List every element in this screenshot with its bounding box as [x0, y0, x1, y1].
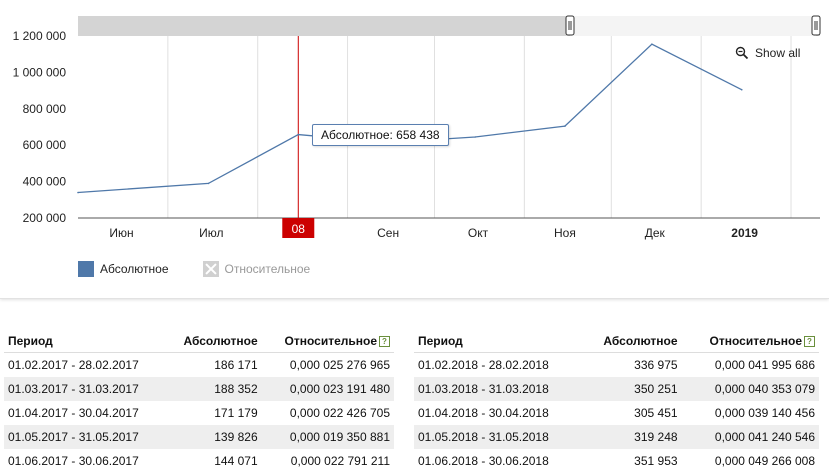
data-point [297, 133, 300, 136]
x-tick-label: Дек [645, 226, 666, 240]
cell-period: 01.04.2017 - 30.04.2017 [8, 406, 139, 420]
cell-period: 01.06.2017 - 30.06.2017 [8, 454, 139, 468]
legend-item-absolute[interactable]: Абсолютное [78, 261, 169, 277]
table-header-row: Период Абсолютное Относительное? [4, 330, 394, 353]
data-point [564, 125, 566, 127]
header-relative[interactable]: Относительное? [261, 330, 394, 353]
table-row: 01.05.2018 - 31.05.2018 319 248 0,000 041 … [414, 425, 819, 449]
table-row: 01.05.2017 - 31.05.2017 139 826 0,000 019 … [4, 425, 394, 449]
zoom-out-icon [735, 46, 749, 60]
data-point [474, 136, 476, 138]
cell-period: 01.04.2018 - 30.04.2018 [418, 406, 549, 420]
header-absolute-label: Абсолютное [183, 334, 258, 348]
legend-swatch-absolute [78, 261, 94, 277]
legend-label-relative: Относительное [224, 262, 311, 276]
cell-absolute: 139 826 [165, 425, 262, 449]
cell-period: 01.03.2017 - 31.03.2017 [4, 377, 166, 401]
cell-absolute: 188 352 [165, 377, 262, 401]
y-tick-label: 200 000 [23, 211, 67, 225]
cell-period: 01.02.2017 - 28.02.2017 [8, 358, 139, 372]
data-point [77, 191, 79, 194]
cell-absolute: 171 179 [214, 406, 258, 420]
table-row: 01.03.2018 - 31.03.2018 350 251 0,000 040 … [414, 377, 819, 401]
cell-absolute: 351 953 [634, 454, 678, 468]
table-row: 01.02.2017 - 28.02.2017 186 171 0,000 025 … [4, 353, 394, 378]
cell-period: 01.06.2018 - 30.06.2018 [418, 454, 549, 468]
cell-relative: 0,000 040 353 079 [681, 377, 819, 401]
cell-period: 01.05.2017 - 31.05.2017 [4, 425, 166, 449]
y-tick-label: 1 200 000 [13, 29, 67, 43]
header-absolute-label: Абсолютное [603, 334, 678, 348]
cell-relative: 0,000 049 266 008 [714, 454, 815, 468]
y-tick-label: 1 000 000 [13, 65, 67, 79]
header-relative-label: Относительное [709, 334, 802, 348]
show-all-label: Show all [755, 46, 801, 60]
cell-period: 01.03.2018 - 31.03.2018 [414, 377, 583, 401]
legend-item-relative[interactable]: Относительное [202, 261, 311, 277]
header-relative-label: Относительное [284, 334, 377, 348]
table-row: 01.03.2017 - 31.03.2017 188 352 0,000 023 … [4, 377, 394, 401]
x-tick-label: Сен [377, 226, 399, 240]
cell-relative: 0,000 023 191 480 [261, 377, 394, 401]
stats-table-2017: Период Абсолютное Относительное? 01.02.2… [4, 330, 394, 473]
header-relative[interactable]: Относительное? [681, 330, 819, 353]
x-tick-label: Июл [199, 226, 223, 240]
legend-disabled-x-icon [202, 261, 219, 277]
cell-relative: 0,000 025 276 965 [289, 358, 390, 372]
y-tick-label: 600 000 [23, 138, 67, 152]
x-tick-label: Окт [468, 226, 489, 240]
header-absolute[interactable]: Абсолютное [165, 330, 262, 353]
cell-absolute: 144 071 [214, 454, 258, 468]
table-row: 01.06.2018 - 30.06.2018 351 953 0,000 049 … [414, 449, 819, 473]
header-period-label: Период [418, 334, 463, 348]
cell-relative: 0,000 019 350 881 [261, 425, 394, 449]
show-all-button[interactable]: Show all [735, 44, 800, 62]
crosshair-marker [282, 218, 315, 238]
stats-table-2018: Период Абсолютное Относительное? 01.02.2… [414, 330, 819, 473]
series-line-absolute [77, 43, 742, 194]
y-tick-label: 800 000 [23, 102, 67, 116]
legend-label-absolute: Абсолютное [100, 262, 169, 276]
help-icon[interactable]: ? [379, 336, 390, 347]
x-tick-label: Июн [109, 226, 133, 240]
navigator-window [570, 16, 816, 36]
cell-relative: 0,000 039 140 456 [714, 406, 815, 420]
data-point [651, 43, 653, 45]
cell-absolute: 350 251 [582, 377, 682, 401]
chart-tooltip: Абсолютное: 658 438 [312, 124, 449, 146]
navigator-handle-right[interactable] [811, 15, 821, 36]
y-tick-label: 400 000 [23, 175, 67, 189]
chart-legend: Абсолютное Относительное [78, 260, 344, 278]
navigator-handle-left[interactable] [565, 15, 575, 36]
cell-period: 01.05.2018 - 31.05.2018 [414, 425, 583, 449]
table-header-row: Период Абсолютное Относительное? [414, 330, 819, 353]
header-period-label: Период [8, 334, 53, 348]
cell-absolute: 336 975 [634, 358, 678, 372]
cell-relative: 0,000 022 426 705 [289, 406, 390, 420]
line-chart: 1 200 000 1 000 000 800 000 600 000 400 000 2… [13, 15, 821, 240]
cell-period: 01.02.2018 - 28.02.2018 [418, 358, 549, 372]
help-icon[interactable]: ? [804, 336, 815, 347]
data-point [207, 182, 210, 185]
cell-absolute: 305 451 [634, 406, 678, 420]
header-period[interactable]: Период [4, 330, 166, 353]
header-period[interactable]: Период [414, 330, 583, 353]
table-row: 01.04.2018 - 30.04.2018 305 451 0,000 039 … [414, 401, 819, 425]
cell-absolute: 319 248 [582, 425, 682, 449]
header-absolute[interactable]: Абсолютное [582, 330, 682, 353]
crosshair-marker-label: 08 [292, 222, 306, 236]
table-row: 01.04.2017 - 30.04.2017 171 179 0,000 022 … [4, 401, 394, 425]
cell-absolute: 186 171 [214, 358, 258, 372]
table-row: 01.06.2017 - 30.06.2017 144 071 0,000 022 … [4, 449, 394, 473]
data-point [740, 88, 743, 91]
table-row: 01.02.2018 - 28.02.2018 336 975 0,000 041 … [414, 353, 819, 378]
cell-relative: 0,000 041 240 546 [681, 425, 819, 449]
cell-relative: 0,000 022 791 211 [290, 454, 390, 468]
cell-relative: 0,000 041 995 686 [714, 358, 815, 372]
x-tick-label: 2019 [731, 226, 758, 240]
x-tick-label: Ноя [554, 226, 576, 240]
chart-panel: 1 200 000 1 000 000 800 000 600 000 400 000 2… [0, 0, 829, 299]
